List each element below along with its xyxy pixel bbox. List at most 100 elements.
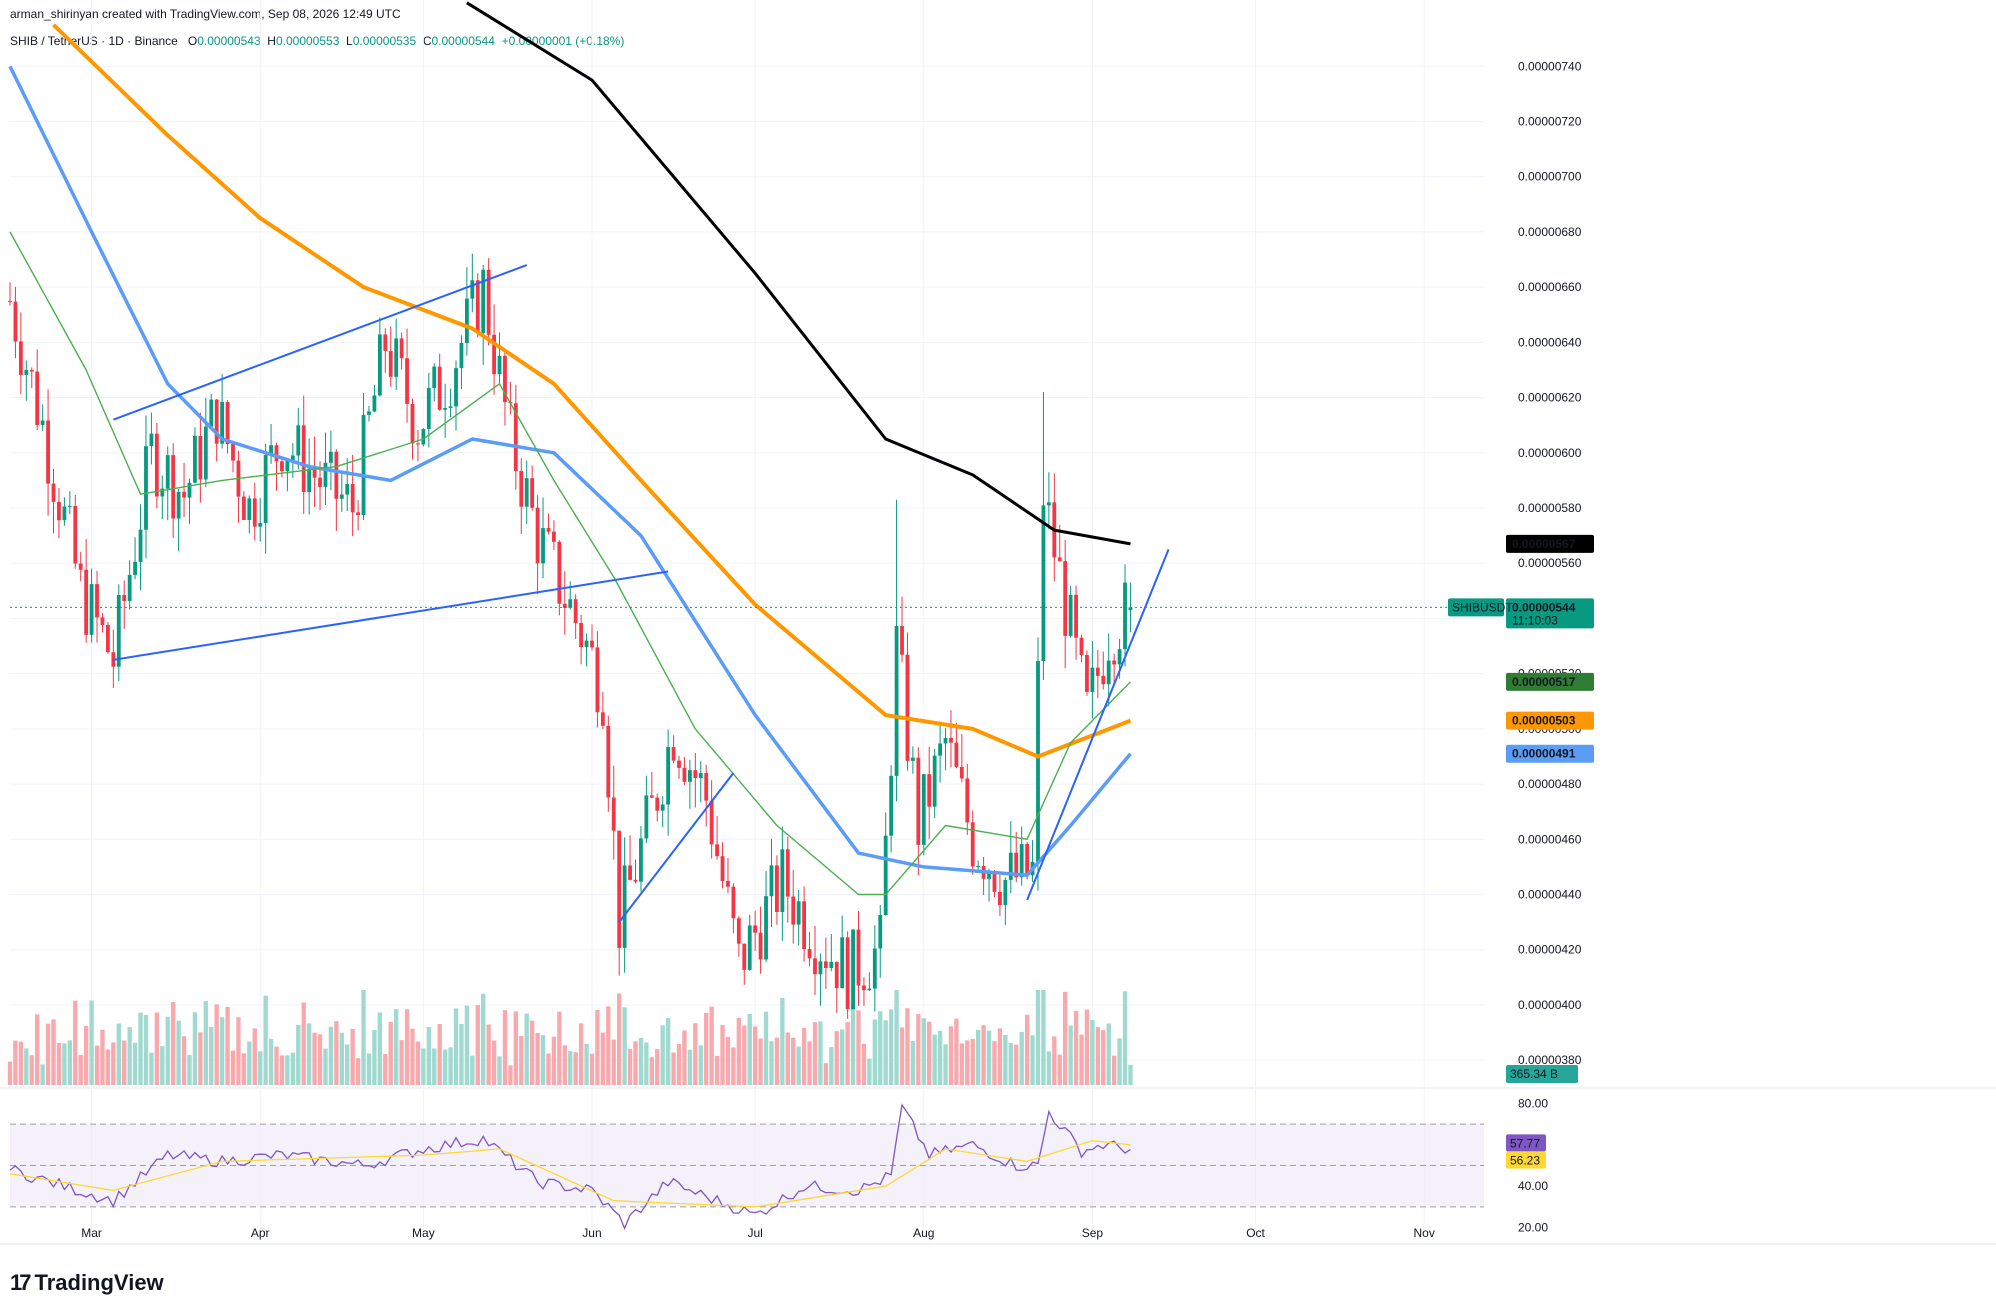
volume-bar xyxy=(236,1017,241,1085)
candle-body xyxy=(530,478,535,508)
candle-body xyxy=(628,865,632,880)
candle-body xyxy=(753,925,758,933)
volume-bar xyxy=(475,1005,480,1085)
candle-body xyxy=(883,835,888,915)
volume-bar xyxy=(203,1001,208,1085)
volume-bar xyxy=(731,1047,736,1085)
candle-body xyxy=(546,528,551,532)
candle-body xyxy=(954,742,959,767)
volume-bar xyxy=(959,1043,965,1085)
volume-bar xyxy=(301,1002,306,1085)
volume-bar xyxy=(62,1043,67,1085)
volume-bar xyxy=(491,1040,497,1085)
volume-bar xyxy=(861,1043,867,1085)
volume-bar xyxy=(693,1023,698,1085)
volume-bar xyxy=(709,1006,714,1085)
candle-body xyxy=(95,584,99,618)
candle-body xyxy=(51,483,56,502)
volume-bar xyxy=(192,1012,198,1085)
volume-bar xyxy=(453,1008,459,1085)
volume-bar xyxy=(638,1037,644,1085)
volume-bar xyxy=(1073,1010,1079,1085)
candle-body xyxy=(878,914,883,949)
price-tick-label: 0.00000420 xyxy=(1518,943,1582,957)
volume-bar xyxy=(388,1021,393,1085)
volume-bar xyxy=(410,1028,415,1085)
candle-body xyxy=(535,507,540,564)
candle-body xyxy=(486,269,491,335)
volume-bar xyxy=(366,1053,372,1085)
volume-bar xyxy=(45,1023,51,1085)
candle-body xyxy=(1041,505,1046,661)
volume-bar xyxy=(116,1023,121,1085)
volume-bar xyxy=(263,995,268,1085)
volume-bar xyxy=(992,1041,997,1085)
price-tick-label: 0.00000580 xyxy=(1518,501,1582,515)
price-tick-label: 0.00000640 xyxy=(1518,335,1582,349)
volume-bar xyxy=(394,1009,399,1085)
volume-bar xyxy=(829,1047,834,1085)
rsi-tick-label: 80.00 xyxy=(1518,1096,1548,1110)
volume-bar xyxy=(437,1024,442,1085)
candle-body xyxy=(965,778,970,823)
open-label: O xyxy=(187,34,198,48)
candle-body xyxy=(932,755,937,807)
volume-bar xyxy=(94,1045,100,1085)
volume-bar xyxy=(1079,1034,1084,1085)
candle-body xyxy=(100,617,105,626)
tradingview-logo[interactable]: 17 TradingView xyxy=(10,1270,164,1296)
symbol-name[interactable]: SHIB / TetherUS · 1D · Binance xyxy=(10,34,178,48)
candle-body xyxy=(617,830,622,948)
candle-body xyxy=(524,478,529,507)
candle-body xyxy=(220,401,225,444)
candle-body xyxy=(900,626,904,655)
candle-body xyxy=(1046,502,1051,506)
volume-bar xyxy=(160,1046,165,1085)
volume-bar xyxy=(442,1049,448,1085)
volume-bar xyxy=(676,1044,682,1085)
volume-bar xyxy=(83,1025,89,1085)
candle-body xyxy=(388,350,393,377)
candle-body xyxy=(992,872,997,892)
volume-bar xyxy=(459,1023,464,1085)
candle-body xyxy=(67,505,72,507)
volume-bar xyxy=(736,1017,742,1085)
candle-body xyxy=(687,770,692,782)
candle-body xyxy=(470,280,475,299)
candle-body xyxy=(894,626,899,776)
candle-body xyxy=(225,401,230,445)
volume-bars xyxy=(7,990,1133,1085)
volume-bar xyxy=(214,1004,219,1085)
volume-bar xyxy=(519,1035,524,1085)
candle-body xyxy=(998,891,1002,906)
volume-bar xyxy=(1008,1043,1013,1085)
candle-body xyxy=(421,429,426,445)
volume-bar xyxy=(1035,990,1041,1085)
volume-bar xyxy=(7,1061,13,1085)
volume-bar xyxy=(1003,1034,1008,1085)
volume-bar xyxy=(1041,990,1046,1085)
time-tick-label: Sep xyxy=(1082,1226,1104,1240)
moving-average-orange xyxy=(52,23,1132,759)
candle-body xyxy=(464,298,469,343)
volume-bar xyxy=(339,1032,344,1085)
volume-bar xyxy=(801,1027,807,1085)
candle-body xyxy=(144,446,148,530)
candle-body xyxy=(775,865,779,913)
volume-bar xyxy=(665,1018,671,1085)
volume-bar xyxy=(1101,1030,1106,1085)
volume-bar xyxy=(600,1032,606,1085)
volume-bar xyxy=(464,1005,470,1085)
candle-body xyxy=(807,949,812,959)
candle-body xyxy=(649,795,654,798)
candle-body xyxy=(769,865,774,897)
candle-body xyxy=(970,822,975,867)
volume-bar xyxy=(660,1025,665,1085)
candle-body xyxy=(1019,844,1024,878)
candle-body xyxy=(459,342,464,369)
volume-bar xyxy=(18,1041,24,1085)
time-tick-label: Jul xyxy=(747,1226,762,1240)
price-label-box xyxy=(1506,711,1594,730)
volume-bar xyxy=(589,1053,595,1085)
